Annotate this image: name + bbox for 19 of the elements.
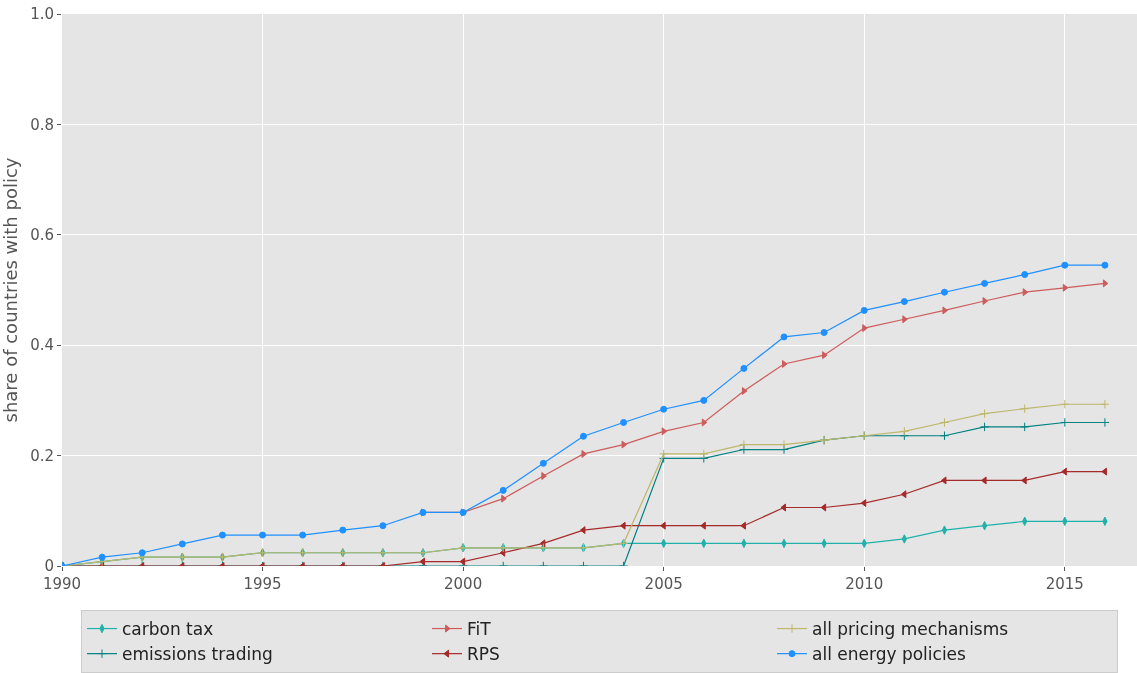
legend-label: all energy policies (812, 644, 967, 665)
y-tick-label: 0.6 (30, 226, 54, 245)
legend-label: emissions trading (122, 644, 273, 665)
y-tick-label: 0.2 (30, 446, 54, 465)
x-tick-label: 1995 (243, 575, 282, 593)
legend-label: carbon tax (122, 619, 214, 640)
y-tick-label: 0 (44, 557, 54, 576)
y-tick-label: 1.0 (30, 5, 54, 24)
y-axis-title: share of countries with policy (0, 157, 21, 423)
legend-label: RPS (467, 644, 500, 665)
y-tick-label: 0.8 (30, 115, 54, 134)
legend-label: all pricing mechanisms (812, 619, 1009, 640)
x-tick-label: 2015 (1045, 575, 1084, 593)
x-tick-label: 1990 (42, 575, 82, 593)
x-tick-label: 2010 (845, 575, 884, 593)
legend-label: FiT (467, 619, 492, 640)
x-tick-label: 2005 (644, 575, 683, 593)
y-tick-label: 0.4 (30, 336, 54, 355)
x-tick-label: 2000 (444, 575, 483, 593)
